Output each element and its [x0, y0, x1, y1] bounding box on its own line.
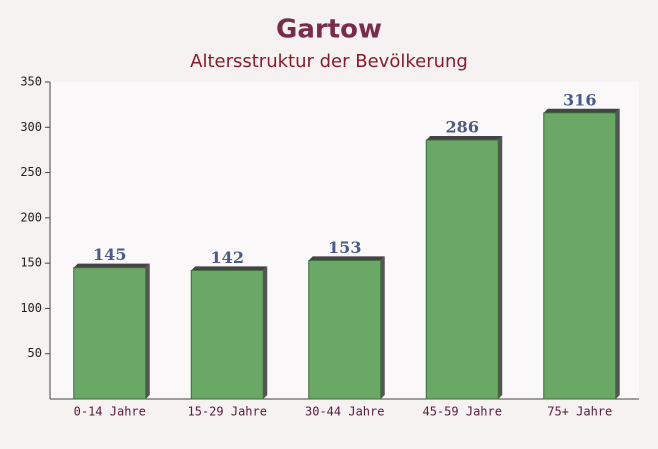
y-tick-label: 200 [20, 210, 42, 224]
chart-title: Gartow [276, 15, 382, 45]
bar-shadow [145, 263, 150, 399]
y-tick-label: 300 [20, 120, 42, 134]
value-label: 286 [446, 117, 479, 136]
x-tick-label: 0-14 Jahre [74, 405, 146, 419]
bar-shadow [191, 266, 268, 271]
bar [190, 269, 264, 400]
bar [543, 112, 617, 400]
value-label: 153 [328, 238, 361, 257]
bar [308, 259, 382, 400]
bar [73, 267, 147, 400]
x-tick-label: 30-44 Jahre [305, 405, 384, 419]
y-tick-label: 250 [20, 165, 42, 179]
bar-shadow [615, 108, 620, 400]
value-label: 142 [211, 248, 244, 267]
bar-shadow [73, 263, 150, 268]
y-tick-label: 150 [20, 256, 42, 270]
value-label: 316 [563, 90, 596, 109]
x-tick-label: 75+ Jahre [547, 405, 612, 419]
chart-subtitle: Altersstruktur der Bevölkerung [190, 51, 468, 72]
x-tick-label: 45-59 Jahre [423, 405, 502, 419]
bar-shadow [498, 135, 503, 400]
bar-shadow [426, 135, 503, 140]
bar-shadow [380, 256, 385, 399]
bar-shadow [543, 108, 620, 113]
bar-shadow [308, 256, 385, 261]
y-tick-label: 50 [28, 346, 42, 360]
y-tick-label: 100 [20, 301, 42, 315]
value-label: 145 [93, 245, 126, 264]
bar-shadow [263, 266, 268, 399]
x-tick-label: 15-29 Jahre [188, 405, 267, 419]
bar [425, 139, 499, 400]
y-tick-label: 350 [20, 75, 42, 89]
